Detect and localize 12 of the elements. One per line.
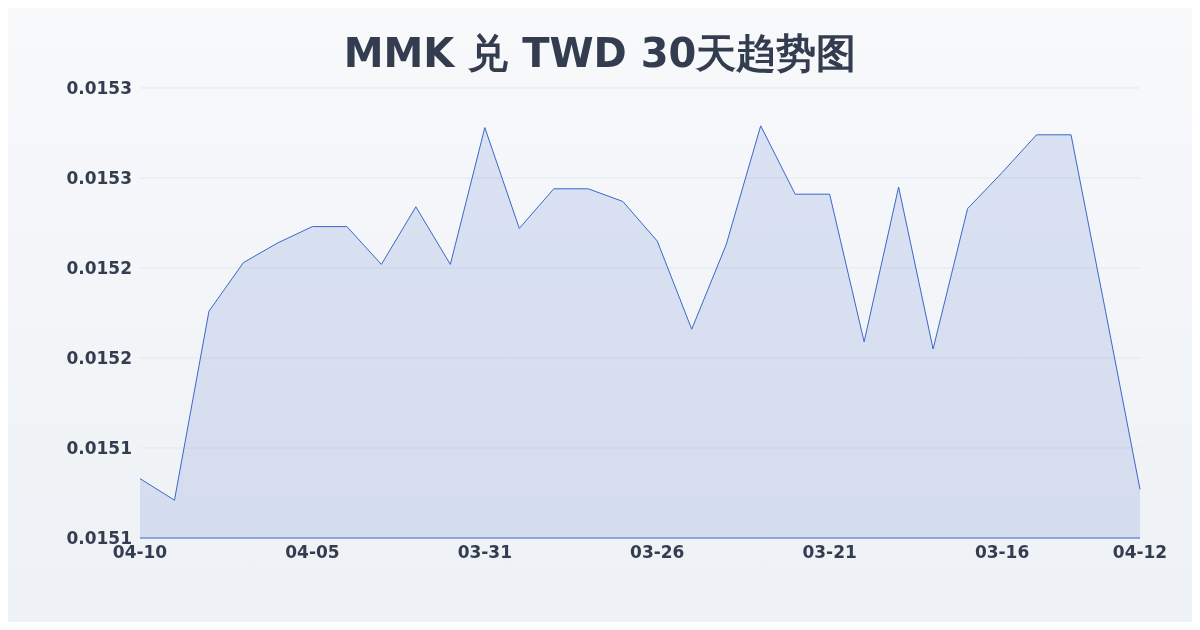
y-tick-label: 0.0153 <box>66 78 132 99</box>
x-tick-label: 03-26 <box>630 542 685 563</box>
y-tick-label: 0.0152 <box>66 258 132 279</box>
y-tick-label: 0.0153 <box>66 168 132 189</box>
y-tick-label: 0.0152 <box>66 348 132 369</box>
x-tick-label: 04-05 <box>285 542 340 563</box>
x-tick-label: 03-16 <box>974 542 1030 563</box>
chart-title: MMK 兑 TWD 30天趋势图 <box>342 29 858 78</box>
x-tick-label: 04-12 <box>1112 542 1168 563</box>
x-tick-label: 03-31 <box>457 542 513 563</box>
y-tick-label: 0.0151 <box>66 438 132 459</box>
x-tick-label: 03-21 <box>802 542 857 563</box>
